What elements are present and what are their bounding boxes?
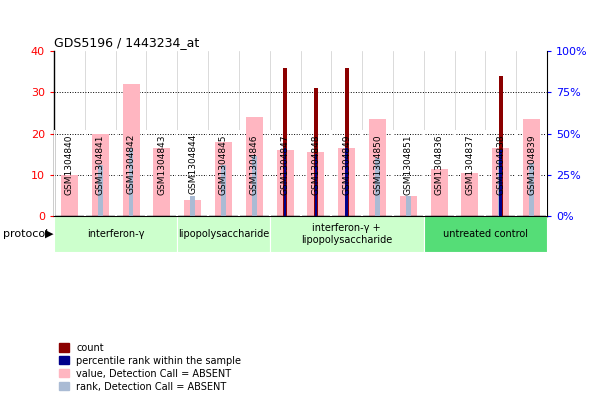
Text: GSM1304841: GSM1304841 [96,134,105,195]
Bar [314,88,318,216]
Bar [492,148,509,216]
Text: GSM1304837: GSM1304837 [465,134,474,195]
Bar [129,148,133,216]
Bar [406,195,410,216]
Bar [221,165,226,216]
Text: GSM1304850: GSM1304850 [373,134,382,195]
Text: untreated control: untreated control [443,229,528,239]
Text: GSM1304838: GSM1304838 [496,134,505,195]
Text: GSM1304844: GSM1304844 [188,134,197,195]
Bar [283,68,287,216]
Bar [400,195,416,216]
Bar [270,216,424,252]
Bar [215,142,232,216]
Bar [246,117,263,216]
Bar [308,152,325,216]
Bar [346,148,348,216]
Text: GSM1304849: GSM1304849 [342,134,351,195]
Bar [92,134,109,216]
Text: GSM1304843: GSM1304843 [157,134,166,195]
Bar [462,173,478,216]
Bar [345,68,349,216]
Bar [252,156,257,216]
Bar [529,162,534,216]
Bar [315,154,317,216]
Bar [369,119,386,216]
Bar [61,175,78,216]
Text: GSM1304851: GSM1304851 [404,134,413,195]
Bar [431,169,448,216]
Text: GSM1304840: GSM1304840 [65,134,74,195]
Text: ▶: ▶ [45,229,53,239]
Bar [153,148,170,216]
Bar [498,160,503,216]
Text: GSM1304848: GSM1304848 [311,134,320,195]
Bar [191,195,195,216]
Text: protocol: protocol [3,229,48,239]
Bar [54,216,177,252]
Bar [375,158,380,216]
Bar [185,200,201,216]
Bar [499,150,502,216]
Text: GSM1304842: GSM1304842 [127,134,136,195]
Text: interferon-γ +
lipopolysaccharide: interferon-γ + lipopolysaccharide [301,223,392,244]
Bar [499,76,502,216]
Bar [284,148,286,216]
Bar [276,150,293,216]
Bar [338,148,355,216]
Text: GSM1304845: GSM1304845 [219,134,228,195]
Bar [98,165,103,216]
Bar [424,216,547,252]
Text: GSM1304839: GSM1304839 [527,134,536,195]
Text: lipopolysaccharide: lipopolysaccharide [178,229,269,239]
Text: GSM1304846: GSM1304846 [250,134,259,195]
Text: GDS5196 / 1443234_at: GDS5196 / 1443234_at [54,35,200,48]
Text: GSM1304836: GSM1304836 [435,134,444,195]
Bar [523,119,540,216]
Text: GSM1304847: GSM1304847 [281,134,290,195]
Bar [177,216,270,252]
Text: interferon-γ: interferon-γ [87,229,144,239]
Legend: count, percentile rank within the sample, value, Detection Call = ABSENT, rank, : count, percentile rank within the sample… [59,343,242,391]
Bar [123,84,139,216]
